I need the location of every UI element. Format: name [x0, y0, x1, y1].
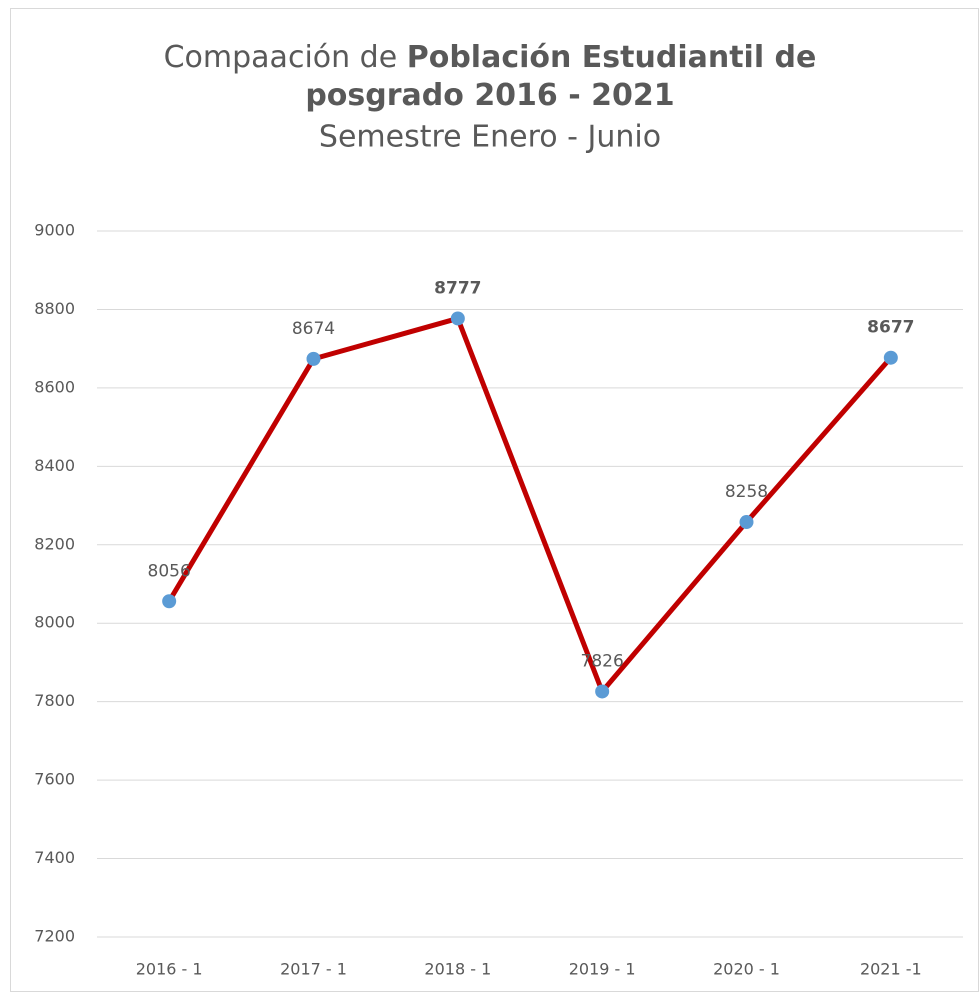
chart-frame [10, 8, 979, 992]
x-tick-label: 2016 - 1 [136, 960, 203, 979]
y-tick-label: 8800 [34, 299, 75, 318]
marker [162, 594, 177, 609]
line [167, 315, 893, 694]
y-tick-label: 8000 [34, 613, 75, 632]
data-label: 8674 [292, 319, 335, 339]
y-tick-label: 9000 [34, 221, 75, 240]
marker [739, 515, 754, 530]
y-tick-label: 8400 [34, 456, 75, 475]
x-tick-label: 2021 -1 [860, 960, 922, 979]
title-part: Compaación de [164, 40, 407, 75]
marker [306, 351, 321, 366]
marker [450, 311, 465, 326]
chart-title: posgrado 2016 - 2021 [305, 78, 674, 113]
marker [883, 350, 898, 365]
title-part: posgrado 2016 - 2021 [305, 78, 674, 113]
x-tick-label: 2018 - 1 [424, 960, 491, 979]
y-tick-label: 7400 [34, 848, 75, 867]
y-tick-label: 8600 [34, 377, 75, 396]
x-tick-label: 2020 - 1 [713, 960, 780, 979]
y-tick-label: 8200 [34, 534, 75, 553]
data-label: 8777 [434, 278, 481, 298]
chart-subtitle: Semestre Enero - Junio [319, 120, 661, 155]
y-tick-label: 7200 [34, 927, 75, 946]
x-tick-label: 2017 - 1 [280, 960, 347, 979]
marker [595, 684, 610, 699]
chart-title: Compaación de Población Estudiantil de [164, 40, 817, 75]
y-tick-label: 7800 [34, 691, 75, 710]
data-label: 8056 [148, 561, 191, 581]
title-part: Población Estudiantil de [407, 40, 817, 75]
y-tick-label: 7600 [34, 770, 75, 789]
data-label: 8677 [867, 318, 914, 338]
data-label: 7826 [581, 651, 624, 671]
data-label: 8258 [725, 482, 768, 502]
x-tick-label: 2019 - 1 [569, 960, 636, 979]
